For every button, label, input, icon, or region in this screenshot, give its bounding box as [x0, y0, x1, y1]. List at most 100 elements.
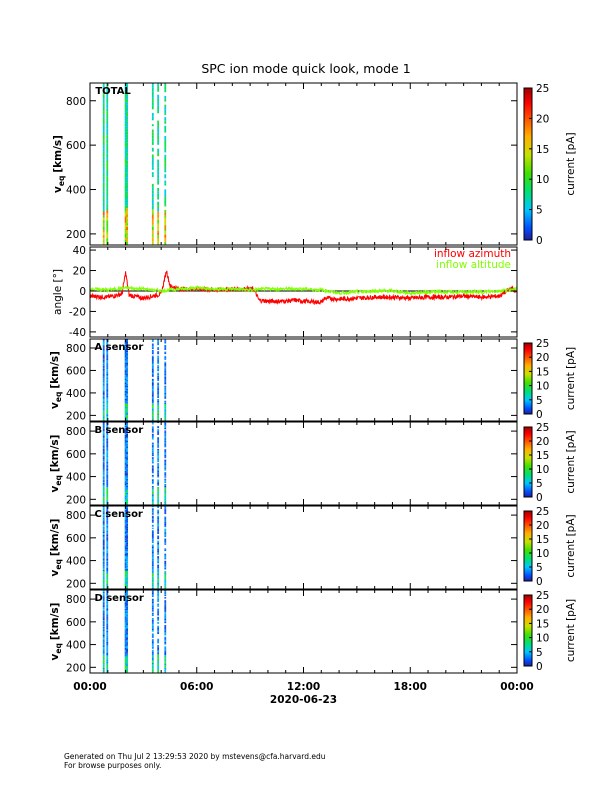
spectrogram-cell	[164, 586, 167, 588]
spectrogram-cell	[106, 556, 109, 558]
spectrogram-cell	[151, 532, 154, 534]
colorbar-tick-label: 10	[536, 464, 549, 476]
spectrogram-cell	[106, 399, 109, 401]
spectrogram-cell	[106, 405, 109, 408]
spectrogram-cell	[102, 587, 105, 589]
spectrogram-cell	[124, 667, 127, 669]
spectrogram-cell	[102, 185, 105, 187]
spectrogram-cell	[102, 566, 105, 568]
spectrogram-cell	[164, 503, 167, 505]
spectrogram-cell	[106, 377, 109, 380]
spectrogram-cell	[106, 440, 109, 442]
spectrogram-cell	[157, 406, 160, 408]
spectrogram-cell	[126, 535, 129, 538]
colorbar-tick-label: 15	[536, 450, 549, 462]
spectrogram-cell	[126, 433, 129, 437]
spectrogram-cell	[102, 416, 105, 419]
spectrogram-cell	[106, 643, 109, 646]
spectrogram-cell	[157, 577, 160, 580]
spectrogram-cell	[124, 86, 127, 90]
spectrogram-cell	[106, 574, 109, 577]
spectrogram-cell	[151, 625, 154, 628]
spectrogram-cell	[124, 185, 127, 190]
spectrogram-cell	[124, 580, 127, 582]
spectrogram-cell	[164, 228, 167, 231]
spectrogram-cell	[124, 378, 127, 381]
spectrogram-cell	[102, 371, 105, 374]
spectrogram-cell	[102, 432, 105, 435]
spectrogram-cell	[126, 188, 129, 192]
spectrogram-cell	[151, 237, 154, 242]
spectrogram-cell	[164, 548, 167, 550]
spectrogram-cell	[157, 347, 160, 349]
spectrogram-cell	[157, 148, 160, 151]
panel-frame	[89, 421, 518, 506]
spectrogram-cell	[151, 390, 154, 393]
spectrogram-cell	[126, 191, 129, 194]
spectrogram-cell	[124, 620, 127, 622]
spectrogram-cell	[102, 384, 105, 387]
spectrogram-cell	[164, 496, 167, 499]
spectrogram-cell	[106, 191, 109, 195]
spectrogram-cell	[124, 388, 127, 390]
colorbar-label: current [pA]	[565, 430, 577, 493]
spectrogram-cell	[157, 205, 160, 209]
spectrogram-cell	[157, 348, 160, 350]
spectrogram-cell	[124, 608, 127, 611]
spectrogram-cell	[106, 446, 109, 448]
spectrogram-cell	[126, 506, 129, 508]
spectrogram-cell	[151, 398, 154, 400]
spectrogram-cell	[126, 395, 129, 397]
spectrogram-cell	[102, 129, 105, 133]
y-axis-label-v: v	[49, 653, 61, 660]
spectrogram-cell	[126, 455, 129, 458]
spectrogram-cell	[124, 416, 127, 419]
spectrogram-cell	[106, 194, 109, 197]
spectrogram-cell	[164, 601, 167, 603]
spectrogram-cell	[164, 478, 167, 480]
spectrogram-cell	[151, 174, 154, 178]
spectrogram-cell	[157, 459, 160, 461]
spectrogram-cell	[124, 665, 127, 668]
spectrogram-cell	[164, 541, 167, 544]
spectrogram-cell	[106, 416, 109, 418]
spectrogram-cell	[106, 667, 109, 670]
spectrogram-cell	[126, 614, 129, 617]
spectrogram-cell	[106, 373, 109, 376]
spectrogram-cell	[102, 341, 105, 344]
spectrogram-cell	[157, 135, 160, 138]
spectrogram-cell	[124, 552, 127, 554]
spectrogram-cell	[106, 360, 109, 362]
spectrogram-cell	[124, 397, 127, 399]
spectrogram-cell	[102, 235, 105, 238]
spectrogram-cell	[157, 191, 160, 194]
spectrogram-cell	[157, 217, 160, 220]
spectrogram-cell	[106, 451, 109, 453]
spectrogram-cell	[102, 577, 105, 580]
spectrogram-cell	[102, 550, 105, 552]
spectrogram-cell	[124, 443, 127, 446]
spectrogram-cell	[106, 398, 109, 400]
spectrogram-cell	[102, 344, 105, 346]
spectrogram-cell	[157, 580, 160, 583]
spectrogram-cell	[102, 373, 105, 375]
panel-label: TOTAL	[95, 86, 131, 97]
spectrogram-cell	[126, 608, 129, 611]
spectrogram-cell	[151, 646, 154, 648]
spectrogram-cell	[126, 457, 129, 460]
spectrogram-cell	[102, 85, 105, 88]
spectrogram-cell	[164, 356, 167, 359]
spectrogram-cell	[164, 661, 167, 663]
spectrogram-cell	[124, 508, 127, 510]
spectrogram-cell	[106, 498, 109, 500]
spectrogram-cell	[151, 497, 154, 499]
spectrogram-cell	[102, 625, 105, 628]
spectrogram-cell	[106, 661, 109, 664]
spectrogram-cell	[102, 656, 105, 658]
spectrogram-cell	[164, 606, 167, 608]
spectrogram-cell	[102, 500, 105, 503]
spectrogram-cell	[126, 616, 129, 618]
spectrogram-cell	[151, 364, 154, 366]
colorbar	[523, 594, 533, 667]
spectrogram-cell	[106, 397, 109, 399]
